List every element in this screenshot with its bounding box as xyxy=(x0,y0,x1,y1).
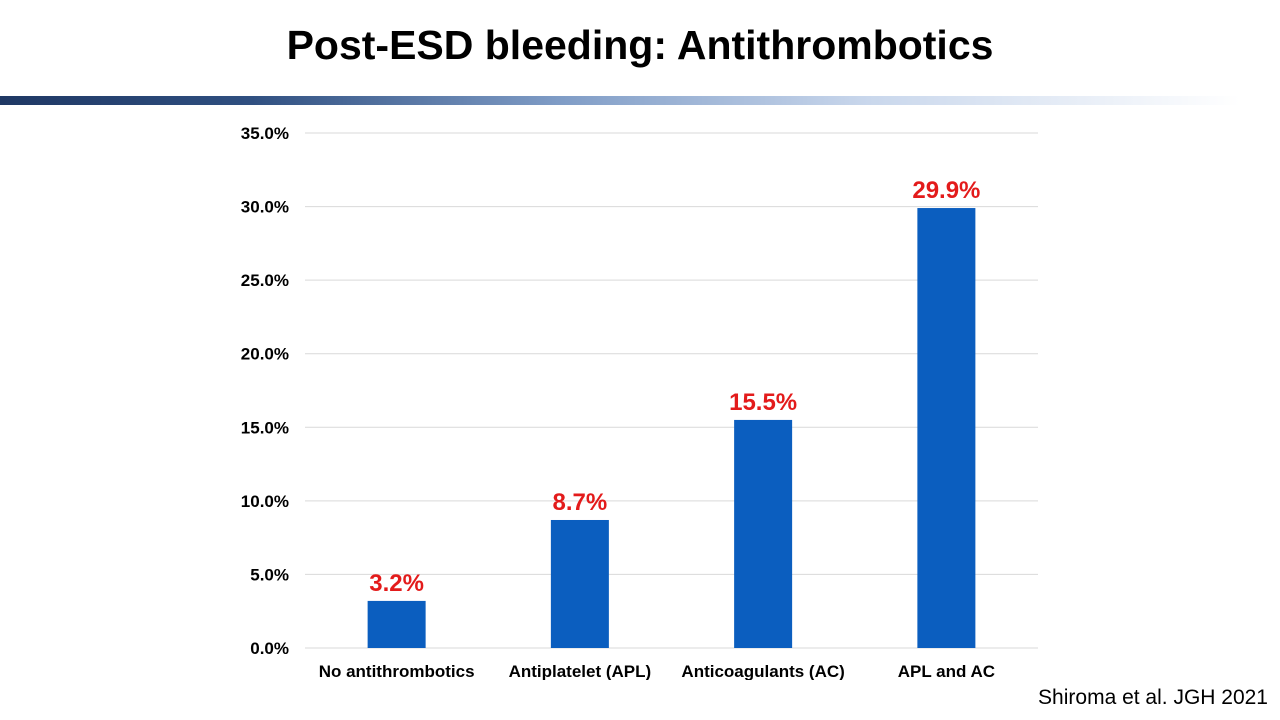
x-category-label: APL and AC xyxy=(898,662,995,680)
data-label: 29.9% xyxy=(912,177,980,204)
bar xyxy=(734,419,793,648)
x-axis-category-labels: No antithrombotics Antiplatelet (APL) Anti… xyxy=(319,662,995,680)
y-axis-tick-labels: 0.0% 5.0% 10.0% 15.0% 20.0% 25.0% 30.0% 35.0% xyxy=(241,124,289,658)
bar xyxy=(917,208,976,649)
data-label: 3.2% xyxy=(369,570,424,597)
x-category-label: No antithrombotics xyxy=(319,662,475,680)
y-tick-label: 10.0% xyxy=(241,492,289,511)
gridlines xyxy=(305,132,1038,649)
data-label: 8.7% xyxy=(553,489,608,516)
bar xyxy=(367,600,426,648)
bar-chart: 0.0% 5.0% 10.0% 15.0% 20.0% 25.0% 30.0% 35.0% 3… xyxy=(241,124,1038,680)
data-label: 15.5% xyxy=(729,389,797,416)
slide-title: Post-ESD bleeding: Antithrombotics xyxy=(286,22,994,68)
x-category-label: Antiplatelet (APL) xyxy=(509,662,652,680)
y-tick-label: 0.0% xyxy=(250,639,289,658)
y-tick-label: 30.0% xyxy=(241,198,289,217)
y-tick-label: 25.0% xyxy=(241,271,289,290)
y-tick-label: 20.0% xyxy=(241,345,289,364)
y-tick-label: 5.0% xyxy=(250,565,289,584)
title-divider xyxy=(0,96,1240,105)
bar xyxy=(550,519,609,648)
data-labels: 3.2% 8.7% 15.5% 29.9% xyxy=(369,177,980,597)
y-tick-label: 35.0% xyxy=(241,124,289,143)
citation: Shiroma et al. JGH 2021 xyxy=(1038,686,1268,709)
x-category-label: Anticoagulants (AC) xyxy=(681,662,844,680)
y-tick-label: 15.0% xyxy=(241,418,289,437)
bars xyxy=(367,208,976,649)
